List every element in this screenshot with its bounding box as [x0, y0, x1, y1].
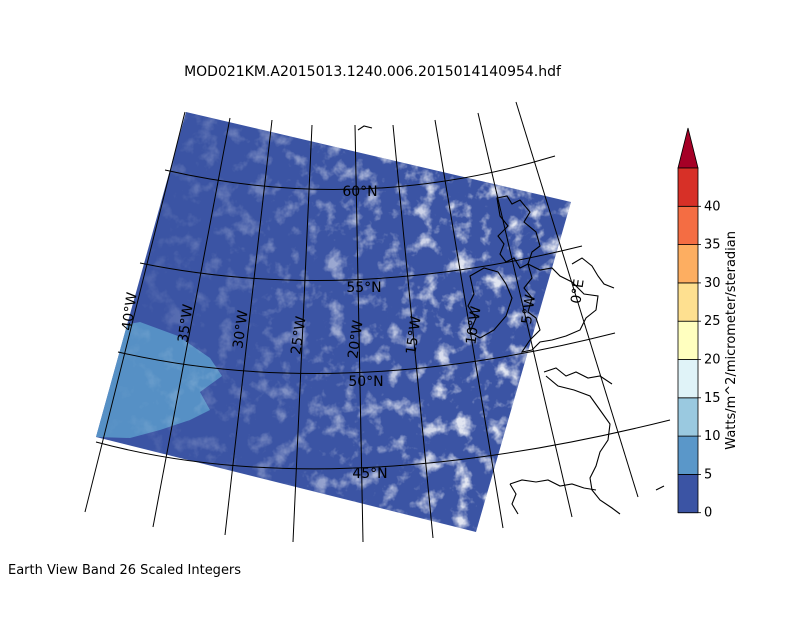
colorbar-unit-label: Watts/m^2/micrometer/steradian: [724, 231, 739, 450]
colorbar-tick-label: 25: [704, 314, 721, 329]
colorbar-bin: [677, 167, 699, 207]
colorbar-tick-label: 20: [704, 353, 721, 368]
parallel-label: 50°N: [348, 374, 383, 390]
colorbar-bin: [677, 282, 699, 322]
colorbar-bin: [677, 244, 699, 284]
colorbar-bin: [677, 397, 699, 437]
parallel-60n: [164, 155, 556, 190]
meridian-label: 20°W: [345, 319, 366, 360]
coastline-brittany: [543, 367, 613, 385]
meridian-30w: [224, 119, 273, 536]
coastlines: [357, 125, 665, 515]
meridian-label: 40°W: [119, 291, 140, 332]
figure-caption: Earth View Band 26 Scaled Integers: [8, 563, 242, 578]
colorbar-tick-label: 10: [704, 429, 721, 444]
meridian-label: 25°W: [288, 315, 309, 356]
meridian-label: 35°W: [175, 303, 196, 344]
figure-title: MOD021KM.A2015013.1240.006.2015014140954…: [184, 64, 561, 80]
colorbar-bin: [677, 320, 699, 360]
colorbar-tick-label: 40: [704, 199, 721, 214]
meridian-25w: [292, 124, 313, 543]
colorbar-bin: [677, 435, 699, 475]
colorbar-bin: [677, 359, 699, 399]
graticule: [84, 101, 671, 543]
coastline-ireland: [467, 267, 513, 339]
cloud-texture: [96, 112, 571, 532]
colorbar-tick-label: 0: [704, 506, 712, 521]
meridian-label: 10°W: [463, 305, 484, 346]
meridian-15w: [392, 124, 434, 539]
colorbar-bin: [677, 473, 699, 514]
meridian-label: 30°W: [230, 309, 251, 350]
colorbar: 0 5 10 15 20 25 30 35 40 Watts/m^2/micrometer/ste…: [677, 127, 739, 521]
meridian-40w: [84, 111, 186, 513]
meridian-20w: [354, 124, 364, 543]
colorbar-tick-label: 30: [704, 276, 721, 291]
colorbar-over-triangle: [677, 127, 699, 169]
graticule-labels: 45°N 50°N 55°N 60°N 40°W 35°W 30°W 25°W 20°W 15°W…: [119, 184, 587, 482]
parallel-label: 45°N: [352, 466, 387, 482]
meridian-label: 5°W: [519, 293, 539, 325]
colorbar-tick-label: 15: [704, 391, 721, 406]
coastline-spain: [509, 479, 597, 491]
parallel-45n: [95, 419, 671, 470]
coastline-north-europe: [571, 257, 615, 289]
meridian-label: 15°W: [403, 315, 424, 356]
meridian-0e: [515, 101, 639, 498]
meridian-10w: [434, 119, 504, 529]
coastline-iberia-tip: [655, 485, 665, 491]
colorbar-bin: [677, 205, 699, 246]
parallel-label: 55°N: [346, 280, 381, 296]
coastline-spain-west: [509, 483, 519, 515]
meridian-label: 0°E: [568, 278, 587, 305]
colorbar-tick-label: 5: [704, 467, 712, 482]
meridian-35w: [152, 117, 231, 528]
meridian-5w: [477, 112, 573, 518]
coastline-norway-tip: [357, 125, 373, 131]
parallel-50n: [117, 332, 616, 374]
coastline-france: [545, 375, 621, 515]
parallel-label: 60°N: [342, 184, 377, 200]
parallel-55n: [139, 245, 583, 281]
colorbar-tick-label: 35: [704, 238, 721, 253]
coastline-england: [520, 262, 599, 353]
swath-group: [96, 112, 571, 532]
